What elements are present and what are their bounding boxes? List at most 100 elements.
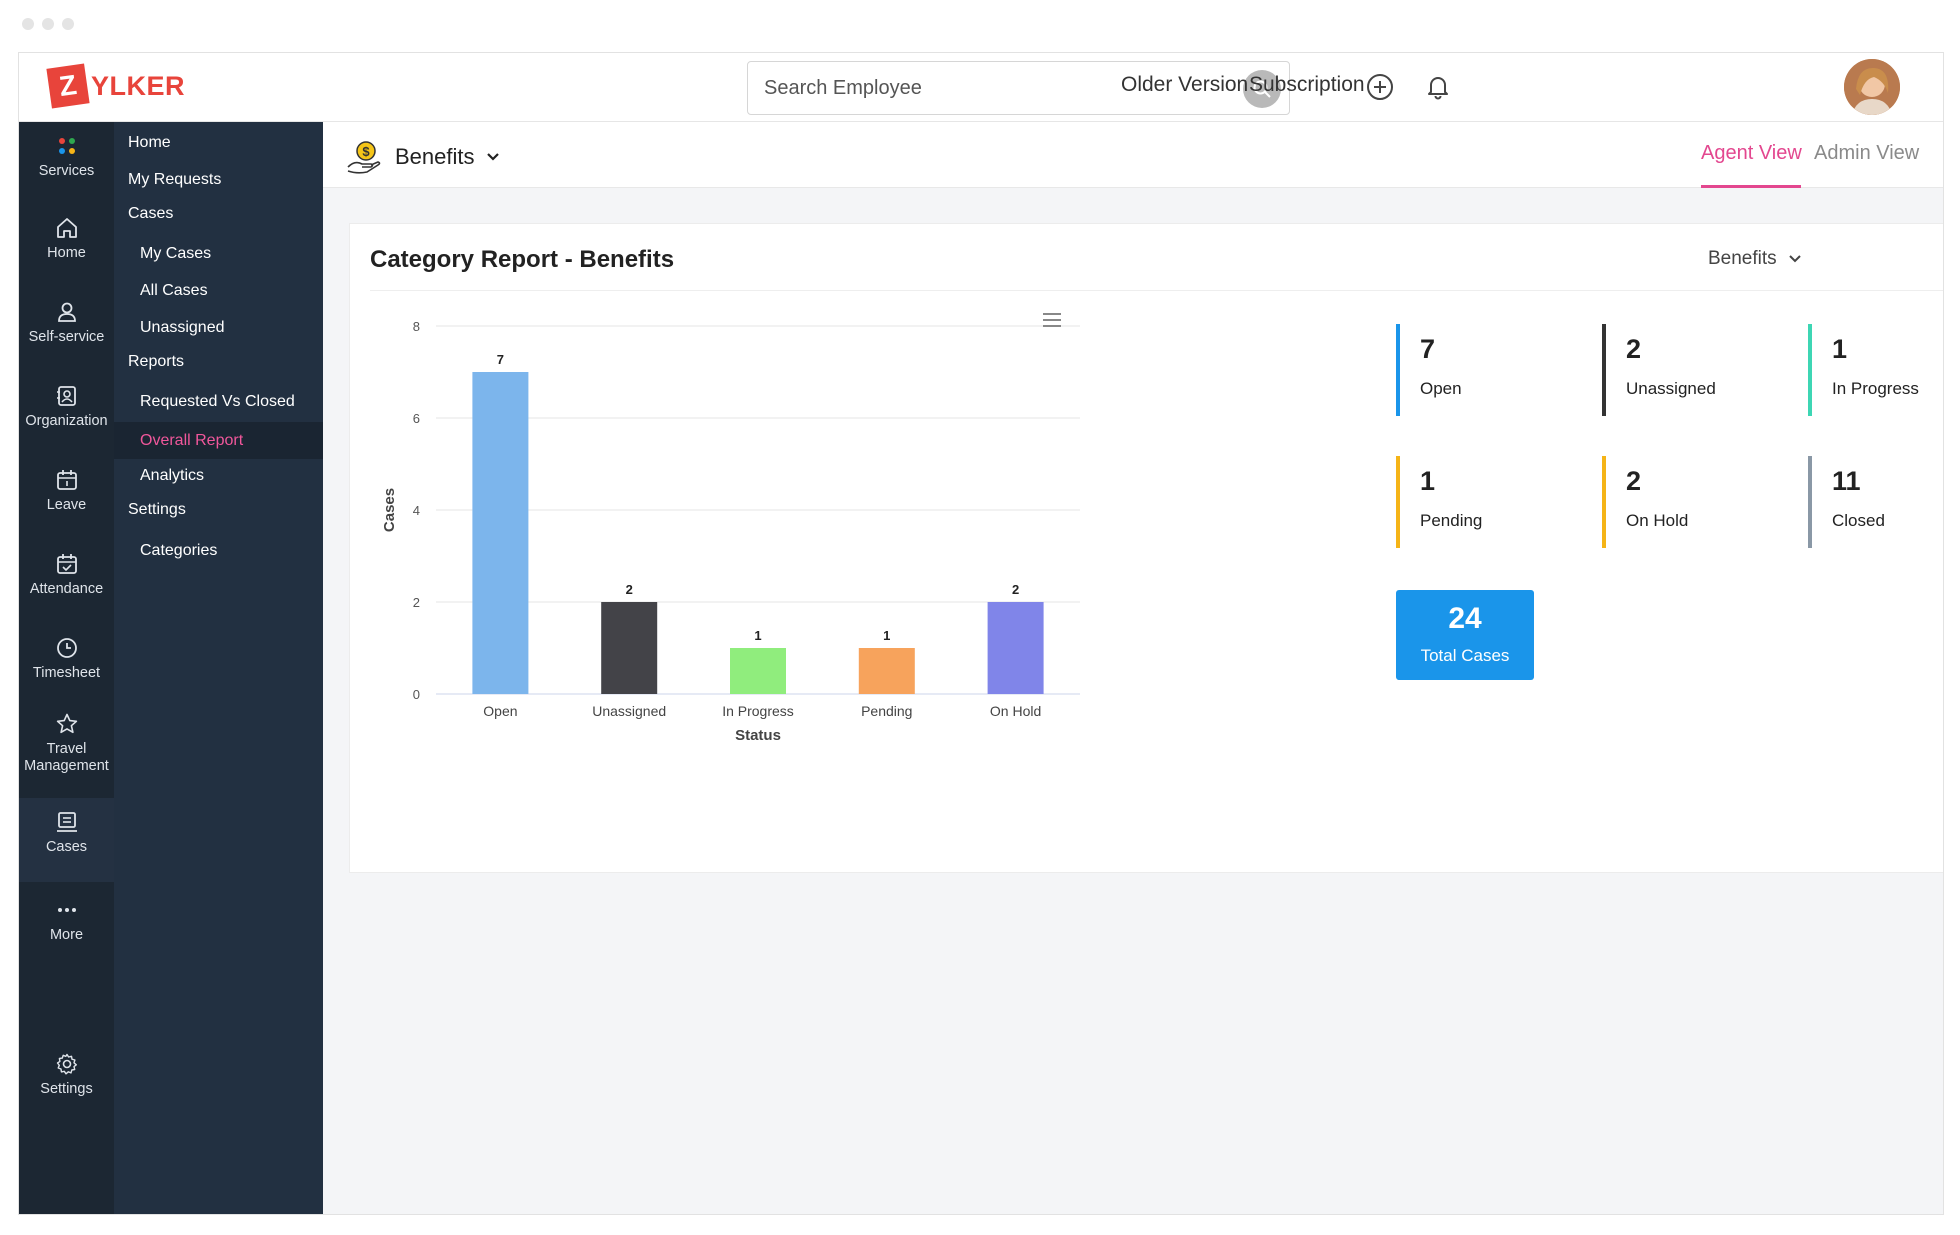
status-bar-chart: 0 2 4 6 8 7 Open 2 Unassigned 1 In Progress 1 Pendin…	[381, 310, 1080, 744]
status-color-bar	[1602, 456, 1606, 548]
subnav-my-cases[interactable]: My Cases	[140, 245, 212, 262]
status-color-bar	[1602, 324, 1606, 416]
data-label: 2	[626, 582, 633, 597]
notifications-button[interactable]	[1422, 71, 1454, 103]
nav-organization[interactable]: Organization	[19, 384, 114, 430]
status-count-pending[interactable]: 1 Pending	[1396, 456, 1586, 548]
y-tick-label: 8	[413, 319, 420, 334]
y-tick-label: 6	[413, 411, 420, 426]
nav-label: Home	[47, 245, 86, 261]
subnav-unassigned[interactable]: Unassigned	[140, 319, 225, 336]
chevron-down-icon	[1788, 255, 1801, 263]
status-count-label: In Progress	[1832, 379, 1919, 398]
chevron-down-icon	[486, 153, 499, 161]
status-count-value: 7	[1420, 334, 1436, 364]
status-color-bar	[1808, 324, 1812, 416]
top-bar: Z YLKER Older Version Subscription	[19, 53, 1943, 122]
y-axis-title: Cases	[381, 488, 398, 532]
bar	[987, 602, 1044, 694]
nav-label: Attendance	[29, 581, 104, 597]
active-tab-indicator	[1701, 185, 1801, 188]
app-window: Z YLKER Older Version Subscription	[18, 52, 1944, 1215]
x-tick-label: Open	[483, 703, 517, 719]
total-cases-tile[interactable]: 24 Total Cases	[1396, 590, 1534, 680]
subnav-settings[interactable]: Settings	[128, 501, 186, 518]
bar	[730, 648, 786, 694]
data-label: 1	[883, 628, 890, 643]
nav-settings[interactable]: Settings	[19, 1052, 114, 1098]
subnav-categories[interactable]: Categories	[140, 542, 218, 559]
data-label: 2	[1012, 582, 1019, 597]
bar	[472, 372, 529, 694]
nav-cases[interactable]: Cases	[19, 798, 114, 882]
x-tick-label: On Hold	[990, 703, 1041, 719]
benefits-icon: $	[347, 141, 381, 174]
nav-label: Settings	[40, 1081, 93, 1097]
avatar[interactable]	[1844, 59, 1900, 115]
window-dot	[62, 18, 74, 30]
subnav-requested-vs-closed[interactable]: Requested Vs Closed	[140, 393, 295, 410]
calendar-check-icon	[56, 554, 77, 574]
subnav-overall-report[interactable]: Overall Report	[114, 422, 323, 459]
nav-leave[interactable]: Leave	[19, 468, 114, 514]
y-tick-label: 4	[413, 503, 420, 518]
nav-label: Services	[38, 163, 95, 179]
chart-menu-button[interactable]	[1040, 310, 1064, 330]
status-count-label: Closed	[1832, 511, 1885, 530]
status-count-on-hold[interactable]: 2 On Hold	[1602, 456, 1792, 548]
status-count-value: 1	[1420, 466, 1436, 496]
status-color-bar	[1396, 324, 1400, 416]
subnav-analytics[interactable]: Analytics	[140, 467, 205, 484]
primary-nav: Services Home Self-service Organization …	[19, 122, 114, 1214]
subnav-reports[interactable]: Reports	[128, 353, 185, 370]
plus-circle-icon	[1367, 74, 1393, 100]
module-header: $ Benefits Agent View Admin View	[323, 122, 1943, 188]
category-filter-dropdown[interactable]: Benefits	[1708, 248, 1803, 270]
report-title: Category Report - Benefits	[370, 246, 675, 273]
status-count-unassigned[interactable]: 2 Unassigned	[1602, 324, 1792, 416]
subnav-home[interactable]: Home	[128, 134, 171, 151]
nav-attendance[interactable]: Attendance	[19, 552, 114, 598]
nav-label: Self-service	[28, 329, 105, 345]
subnav-cases[interactable]: Cases	[128, 205, 174, 222]
search-button[interactable]	[1243, 70, 1281, 108]
nav-more[interactable]: More	[19, 898, 114, 944]
add-button[interactable]	[1364, 71, 1396, 103]
status-count-in-progress[interactable]: 1 In Progress	[1808, 324, 1943, 416]
logo-text: YLKER	[91, 70, 186, 101]
user-icon	[57, 302, 76, 322]
x-axis-title: Status	[735, 727, 781, 744]
x-tick-label: In Progress	[722, 703, 794, 719]
subnav-all-cases[interactable]: All Cases	[140, 282, 208, 299]
status-color-bar	[1808, 456, 1812, 548]
status-count-open[interactable]: 7 Open	[1396, 324, 1586, 416]
subscription-link[interactable]: Subscription	[1249, 73, 1365, 96]
status-count-label: Open	[1420, 379, 1462, 398]
subnav-my-requests[interactable]: My Requests	[128, 171, 222, 188]
nav-timesheet[interactable]: Timesheet	[19, 636, 114, 682]
y-tick-label: 2	[413, 595, 420, 610]
search-input[interactable]	[748, 62, 1208, 114]
window-dot	[42, 18, 54, 30]
nav-home[interactable]: Home	[19, 216, 114, 262]
zylker-logo[interactable]: Z YLKER	[46, 63, 186, 109]
status-count-value: 2	[1626, 466, 1642, 496]
nav-travel-management[interactable]: Travel Management	[19, 712, 114, 775]
module-selector[interactable]: $ Benefits	[345, 138, 501, 176]
older-version-link[interactable]: Older Version	[1121, 73, 1249, 96]
search-box	[747, 61, 1290, 115]
data-label: 7	[497, 352, 504, 367]
nav-services[interactable]: Services	[19, 134, 114, 180]
status-count-value: 2	[1626, 334, 1642, 364]
tab-agent-view[interactable]: Agent View	[1701, 142, 1802, 164]
nav-self-service[interactable]: Self-service	[19, 300, 114, 346]
nav-label: Leave	[46, 497, 87, 513]
status-count-closed[interactable]: 11 Closed	[1808, 456, 1943, 548]
x-tick-label: Pending	[861, 703, 912, 719]
nav-label: More	[49, 927, 84, 943]
tab-admin-view[interactable]: Admin View	[1814, 142, 1920, 164]
nav-label: Cases	[45, 839, 88, 855]
bar	[601, 602, 658, 694]
organization-icon	[56, 386, 76, 406]
